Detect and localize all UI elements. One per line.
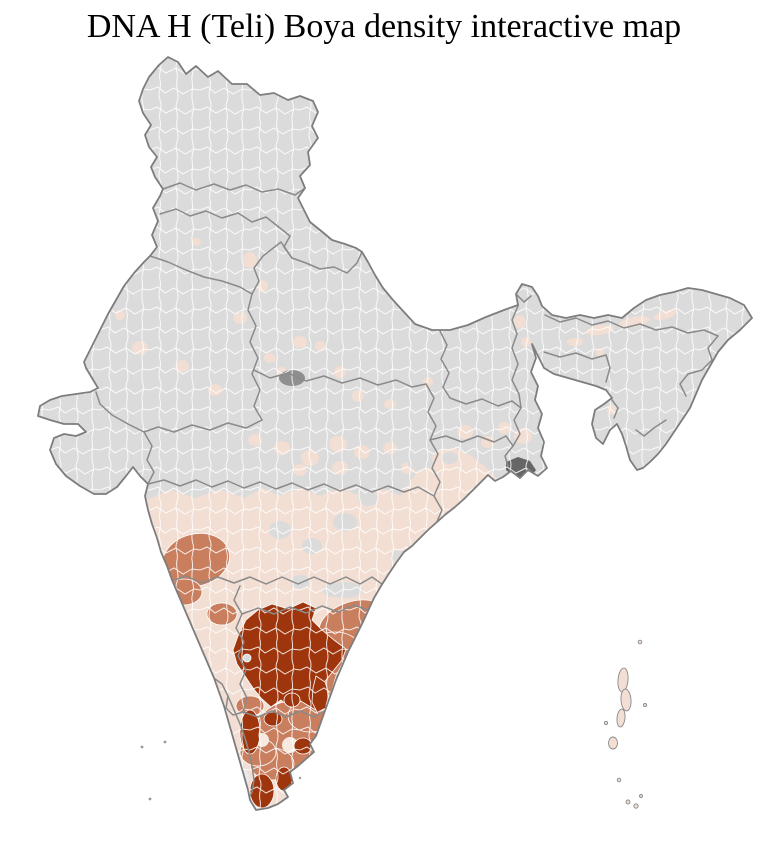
- page-title: DNA H (Teli) Boya density interactive ma…: [86, 8, 682, 45]
- lakshadweep-islands[interactable]: [140, 740, 302, 801]
- andaman-nicobar-islands[interactable]: [603, 639, 648, 809]
- district-borders-mesh: [38, 57, 752, 810]
